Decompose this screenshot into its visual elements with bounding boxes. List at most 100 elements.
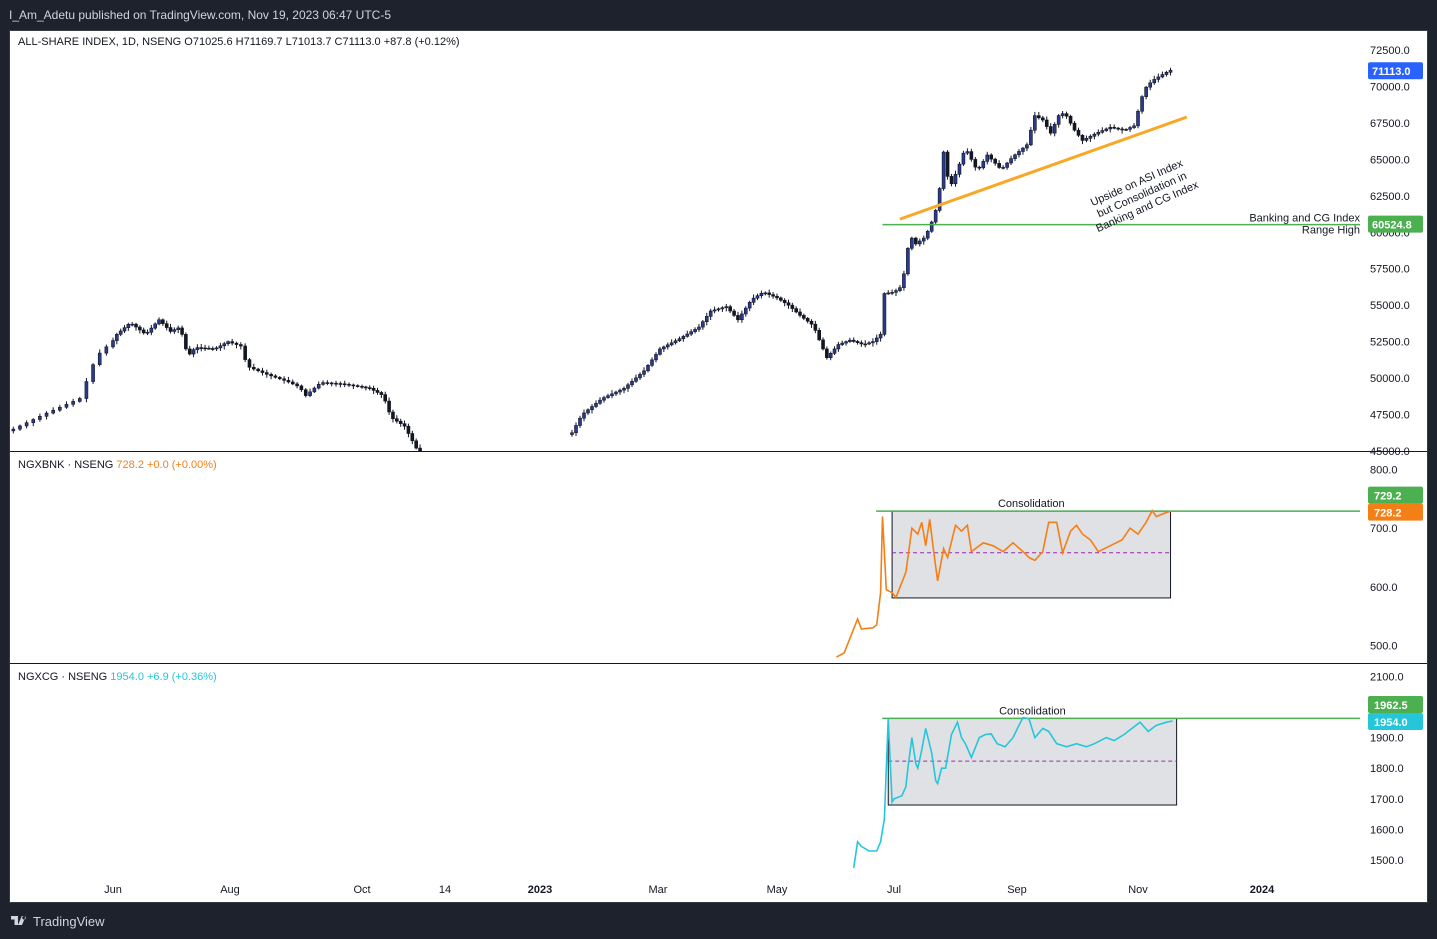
candle-up xyxy=(1164,71,1169,75)
candle-up xyxy=(882,293,887,335)
candle-down xyxy=(398,420,403,425)
series-line[interactable] xyxy=(852,716,1173,869)
candle-down xyxy=(239,344,243,347)
candle-down xyxy=(355,385,360,387)
candle-up xyxy=(214,347,219,350)
ohlc-value: L71013.7 xyxy=(286,36,335,48)
candle-down xyxy=(277,377,282,380)
candle-up xyxy=(614,391,618,395)
consolidation-box[interactable] xyxy=(887,717,1178,806)
candle-up xyxy=(724,306,729,309)
x-tick-label: Sep xyxy=(1007,884,1027,896)
last-value-label: 728.2 xyxy=(1374,508,1402,520)
candle-up xyxy=(1060,113,1065,116)
consolidation-box[interactable] xyxy=(891,510,1172,599)
candle-up xyxy=(51,409,55,414)
candle-down xyxy=(269,373,273,377)
symbol-title[interactable]: ALL-SHARE INDEX, 1D, NSENG xyxy=(18,36,184,48)
candle-down xyxy=(134,323,138,328)
candle-down xyxy=(914,237,918,245)
candle-up xyxy=(646,365,650,372)
candle-down xyxy=(199,347,204,349)
candle-up xyxy=(111,340,115,348)
candle-up xyxy=(157,319,161,325)
y-tick-label: 700.0 xyxy=(1370,523,1398,535)
candle-down xyxy=(1048,126,1053,134)
candle-up xyxy=(941,151,946,189)
candle-down xyxy=(295,383,299,387)
candle-up xyxy=(586,409,590,414)
candle-up xyxy=(681,336,686,340)
candle-up xyxy=(97,352,102,365)
candle-up xyxy=(606,395,610,398)
candle-up xyxy=(1148,82,1152,88)
candle-down xyxy=(1116,127,1120,130)
candle-up xyxy=(38,415,42,420)
candle-down xyxy=(993,158,997,164)
y-tick-label: 1700.0 xyxy=(1370,794,1404,806)
candle-up xyxy=(669,342,674,346)
x-tick-label: 2023 xyxy=(528,884,552,896)
candle-down xyxy=(187,348,192,355)
candle-down xyxy=(798,311,802,316)
candle-up xyxy=(149,327,154,333)
candle-up xyxy=(701,321,705,328)
range-label: 729.2 xyxy=(1374,491,1402,503)
candle-up xyxy=(191,349,196,355)
symbol-value: 728.2 xyxy=(116,459,147,471)
publisher-text: I_Am_Adetu published on TradingView.com,… xyxy=(9,8,392,22)
candle-up xyxy=(312,387,317,393)
symbol-value: 1954.0 xyxy=(110,671,147,683)
symbol-title[interactable]: NGXBNK · NSENG xyxy=(18,459,116,471)
x-tick-label: Mar xyxy=(649,884,668,896)
candle-down xyxy=(286,379,291,383)
candle-down xyxy=(338,383,343,385)
candle-down xyxy=(273,375,278,378)
candle-up xyxy=(24,422,29,427)
candle-up xyxy=(91,364,95,382)
candle-up xyxy=(1160,74,1165,78)
series-line[interactable] xyxy=(836,509,1171,658)
symbol-title[interactable]: NGXCG · NSENG xyxy=(18,671,110,683)
candle-down xyxy=(855,341,860,343)
candle-down xyxy=(1112,126,1116,129)
top-bar: I_Am_Adetu published on TradingView.com,… xyxy=(0,0,1437,30)
candle-down xyxy=(329,382,334,385)
candle-up xyxy=(917,240,922,245)
candle-up xyxy=(886,292,891,295)
candle-up xyxy=(1009,158,1013,164)
candle-down xyxy=(1037,115,1041,119)
candle-up xyxy=(921,237,926,242)
tradingview-logo-icon[interactable] xyxy=(11,914,29,928)
candle-up xyxy=(840,342,845,345)
last-value-label-bg xyxy=(1368,62,1423,80)
candle-up xyxy=(582,412,586,419)
candle-up xyxy=(1140,96,1144,112)
range-label-bg xyxy=(1368,696,1423,714)
candle-down xyxy=(794,308,798,313)
candle-up xyxy=(578,417,582,426)
candle-down xyxy=(790,304,795,309)
candle-up xyxy=(308,391,312,396)
candle-up xyxy=(610,393,614,397)
candle-up xyxy=(898,287,902,291)
candle-up xyxy=(1128,127,1132,130)
candle-down xyxy=(252,367,256,370)
candle-down xyxy=(184,334,188,350)
y-tick-label: 1500.0 xyxy=(1370,855,1404,867)
candle-down xyxy=(410,433,415,442)
range-high-label: 60524.8 xyxy=(1372,220,1412,232)
candle-up xyxy=(11,428,16,432)
candle-up xyxy=(1152,79,1157,84)
candle-down xyxy=(371,387,376,391)
candle-up xyxy=(763,292,768,295)
chart-canvas[interactable]: 72500.070000.067500.065000.062500.060000… xyxy=(10,31,1427,902)
candle-down xyxy=(997,163,1001,168)
candle-up xyxy=(195,347,200,350)
y-tick-label: 1600.0 xyxy=(1370,825,1404,837)
candle-up xyxy=(1132,125,1136,128)
candle-up xyxy=(1108,126,1113,130)
trend-line[interactable] xyxy=(899,115,1188,221)
candle-down xyxy=(949,176,954,185)
